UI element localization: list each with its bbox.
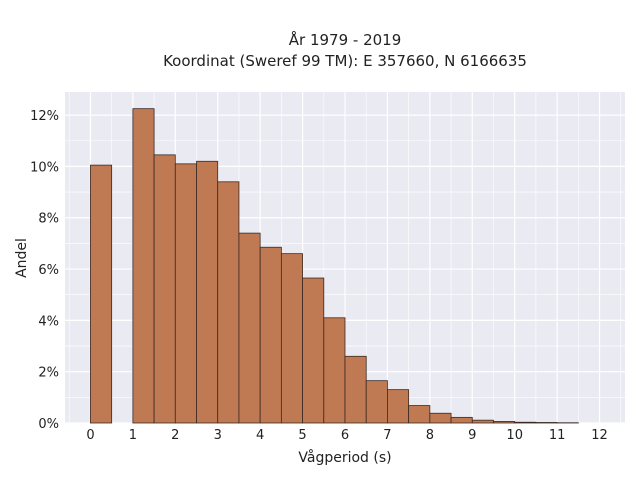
histogram-bar bbox=[303, 278, 324, 423]
y-tick-label: 0% bbox=[38, 417, 59, 432]
x-tick-label: 7 bbox=[383, 428, 391, 443]
histogram-bar bbox=[281, 254, 302, 423]
x-tick-label: 3 bbox=[214, 428, 222, 443]
x-axis-label: Vågperiod (s) bbox=[298, 449, 391, 466]
histogram-bar bbox=[324, 318, 345, 423]
x-tick-label: 0 bbox=[86, 428, 94, 443]
histogram-bar bbox=[260, 247, 281, 423]
y-axis-ticks: 0% 2% 4% 6% 8% 10% 12% bbox=[30, 109, 59, 432]
x-tick-label: 4 bbox=[256, 428, 264, 443]
histogram-bar bbox=[472, 420, 493, 423]
histogram-bar bbox=[345, 356, 366, 423]
histogram-bar bbox=[218, 182, 239, 423]
y-tick-label: 2% bbox=[38, 366, 59, 381]
x-tick-label: 11 bbox=[549, 428, 566, 443]
x-tick-label: 6 bbox=[341, 428, 349, 443]
y-axis-label: Andel bbox=[14, 238, 30, 278]
x-tick-label: 1 bbox=[129, 428, 137, 443]
histogram-bar bbox=[175, 164, 196, 423]
x-tick-label: 8 bbox=[426, 428, 434, 443]
y-tick-label: 4% bbox=[38, 314, 59, 329]
histogram-bar bbox=[409, 406, 430, 423]
x-tick-label: 2 bbox=[171, 428, 179, 443]
y-tick-label: 8% bbox=[38, 212, 59, 227]
x-tick-label: 10 bbox=[506, 428, 523, 443]
x-tick-label: 12 bbox=[591, 428, 608, 443]
histogram-bar bbox=[387, 390, 408, 423]
x-tick-label: 9 bbox=[468, 428, 476, 443]
histogram-bar bbox=[133, 109, 154, 423]
histogram-bar bbox=[536, 422, 557, 423]
histogram-bar bbox=[239, 233, 260, 423]
y-tick-label: 10% bbox=[30, 160, 59, 175]
y-tick-label: 6% bbox=[38, 263, 59, 278]
histogram-bar bbox=[154, 155, 175, 423]
chart-title: År 1979 - 2019 bbox=[289, 30, 402, 49]
x-tick-label: 5 bbox=[298, 428, 306, 443]
histogram-bar bbox=[493, 421, 514, 423]
y-tick-label: 12% bbox=[30, 109, 59, 124]
histogram-bar bbox=[515, 422, 536, 423]
histogram-bar bbox=[366, 381, 387, 423]
histogram-bar bbox=[451, 417, 472, 423]
histogram-bar bbox=[90, 165, 111, 423]
chart-subtitle: Koordinat (Sweref 99 TM): E 357660, N 61… bbox=[163, 52, 527, 70]
histogram-bar bbox=[197, 161, 218, 423]
histogram-bar bbox=[430, 413, 451, 423]
